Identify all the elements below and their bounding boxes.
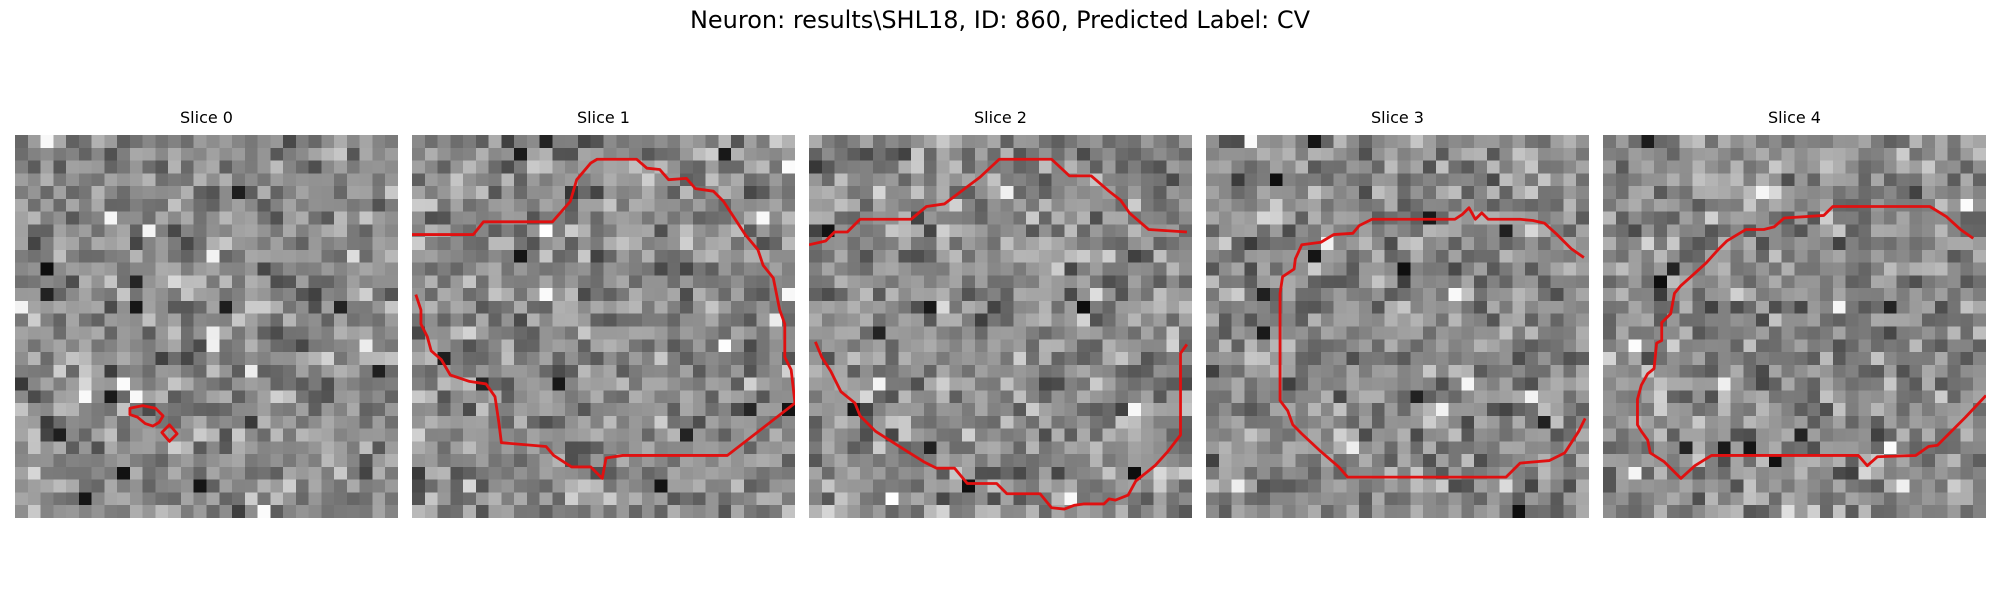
slice-image-0 xyxy=(15,135,398,518)
slice-title-2: Slice 2 xyxy=(974,108,1027,127)
contour-2 xyxy=(809,157,1189,511)
contour-4 xyxy=(1636,205,1986,480)
slice-title-4: Slice 4 xyxy=(1768,108,1821,127)
slice-image-2 xyxy=(809,135,1192,518)
slice-panel-2: Slice 2 xyxy=(809,108,1192,518)
pixel-grid-1 xyxy=(412,135,795,518)
contour-3 xyxy=(1278,206,1587,479)
slice-image-1 xyxy=(412,135,795,518)
pixel-grid-0 xyxy=(15,135,398,518)
slice-image-4 xyxy=(1603,135,1986,518)
pixel-grid-2 xyxy=(809,135,1192,518)
slice-title-0: Slice 0 xyxy=(180,108,233,127)
slice-panel-3: Slice 3 xyxy=(1206,108,1589,518)
slice-title-1: Slice 1 xyxy=(577,108,630,127)
figure-title: Neuron: results\SHL18, ID: 860, Predicte… xyxy=(689,6,1311,34)
slice-title-3: Slice 3 xyxy=(1371,108,1424,127)
contour-1 xyxy=(412,157,795,480)
slice-panel-0: Slice 0 xyxy=(15,108,398,518)
pixel-grid-4 xyxy=(1603,135,1986,518)
slice-image-3 xyxy=(1206,135,1589,518)
pixel-grid-3 xyxy=(1206,135,1589,518)
contour-0 xyxy=(128,404,179,443)
slice-panel-1: Slice 1 xyxy=(412,108,795,518)
slice-panel-4: Slice 4 xyxy=(1603,108,1986,518)
